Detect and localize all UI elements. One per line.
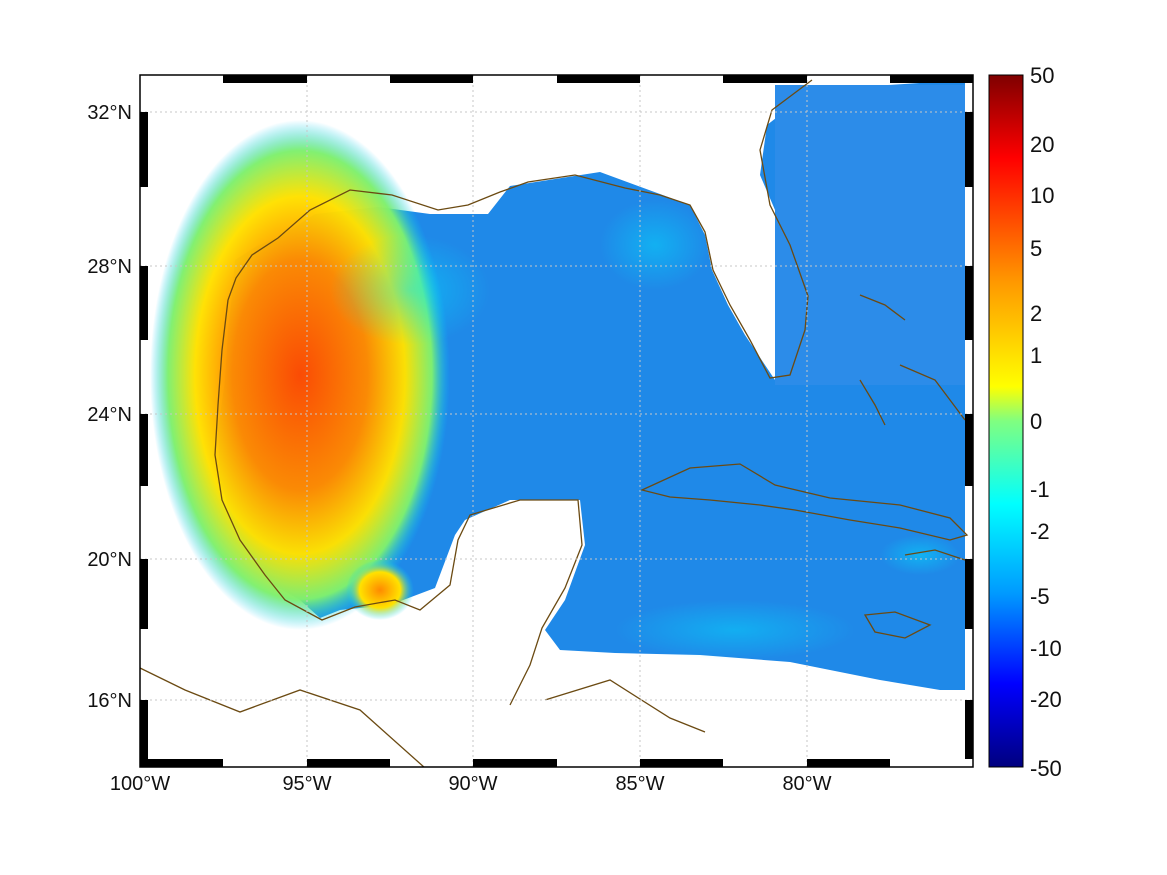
x-axis-labels: 100°W 95°W 90°W 85°W 80°W	[110, 773, 832, 795]
colorbar-labels: 50 20 10 5 2 1 0 -1 -2 -5 -10 -20 -50	[1030, 63, 1062, 781]
colorbar-fill	[988, 74, 1024, 768]
frame-bar-top-5	[890, 75, 973, 83]
x-tick-label-4: 80°W	[782, 773, 831, 795]
colorbar-label-3: 5	[1030, 236, 1042, 261]
map-panel	[140, 75, 973, 767]
bahamas-outline-1	[859, 294, 906, 321]
bottom-frame-bars	[140, 759, 890, 767]
left-frame-bars	[140, 112, 148, 759]
frame-bar-left-4	[140, 559, 148, 629]
colorbar-label-0: 50	[1030, 63, 1054, 88]
bahamas-outline-3	[899, 364, 966, 421]
frame-bar-right-1	[965, 112, 973, 187]
colorbar-label-2: 10	[1030, 183, 1054, 208]
colorbar-label-9: -5	[1030, 584, 1050, 609]
frame-bar-bottom-3	[473, 759, 557, 767]
frame-bar-left-1	[140, 112, 148, 187]
frame-bar-right-3	[965, 414, 973, 486]
central-america-coast	[140, 667, 425, 767]
x-tick-label-3: 85°W	[615, 773, 664, 795]
bahamas-outline-2	[859, 379, 886, 426]
frame-bar-left-5	[140, 700, 148, 759]
colorbar-label-4: 2	[1030, 301, 1042, 326]
colorbar-label-6: 0	[1030, 409, 1042, 434]
colorbar-label-1: 20	[1030, 132, 1054, 157]
colorbar: 50 20 10 5 2 1 0 -1 -2 -5 -10 -20 -50	[988, 63, 1062, 781]
frame-bar-top-2	[390, 75, 473, 83]
frame-bar-bottom-4	[640, 759, 723, 767]
cuba-outline	[640, 463, 969, 541]
honduras-coast	[544, 679, 706, 733]
frame-bar-top-4	[723, 75, 807, 83]
coastline	[140, 79, 969, 767]
y-axis-labels: 32°N 28°N 24°N 20°N 16°N	[87, 102, 132, 712]
frame-bar-right-5	[965, 700, 973, 759]
warm-west-field	[150, 120, 450, 630]
cyan-band-1	[330, 235, 490, 345]
frame-bar-left-3	[140, 414, 148, 486]
colorbar-label-12: -50	[1030, 756, 1062, 781]
cyan-band-4	[880, 535, 960, 575]
colorbar-label-10: -10	[1030, 636, 1062, 661]
x-tick-label-1: 95°W	[282, 773, 331, 795]
colorbar-label-8: -2	[1030, 519, 1050, 544]
frame-bar-bottom-5	[807, 759, 890, 767]
map-gridlines	[140, 75, 973, 767]
hispaniola-outline	[904, 549, 966, 561]
x-tick-label-2: 90°W	[448, 773, 497, 795]
mexico-coast	[214, 299, 583, 706]
colorbar-label-7: -1	[1030, 477, 1050, 502]
colorbar-label-11: -20	[1030, 687, 1062, 712]
frame-bar-top-3	[557, 75, 640, 83]
y-tick-label-4: 16°N	[87, 690, 132, 712]
y-tick-label-2: 24°N	[87, 404, 132, 426]
cyan-band-3	[615, 600, 855, 660]
frame-bar-bottom-2	[307, 759, 390, 767]
frame-bar-top-1	[223, 75, 307, 83]
north-gulf-coast	[227, 79, 813, 379]
frame-bar-right-2	[965, 266, 973, 340]
y-tick-label-0: 32°N	[87, 102, 132, 124]
frame-bar-left-2	[140, 266, 148, 340]
map-frame	[139, 74, 974, 768]
jamaica-outline	[863, 611, 932, 639]
colorbar-label-5: 1	[1030, 343, 1042, 368]
ocean-field	[150, 80, 965, 690]
frame-bar-right-4	[965, 559, 973, 629]
top-frame-bars	[223, 75, 973, 83]
x-tick-label-0: 100°W	[110, 773, 170, 795]
atlantic-east-ocean	[775, 85, 965, 385]
frame-bar-bottom-1	[140, 759, 223, 767]
right-frame-bars	[965, 112, 973, 759]
cyan-band-2	[600, 200, 710, 290]
y-tick-label-3: 20°N	[87, 549, 132, 571]
y-tick-label-1: 28°N	[87, 256, 132, 278]
bay-of-campeche-hotspot	[346, 560, 414, 620]
